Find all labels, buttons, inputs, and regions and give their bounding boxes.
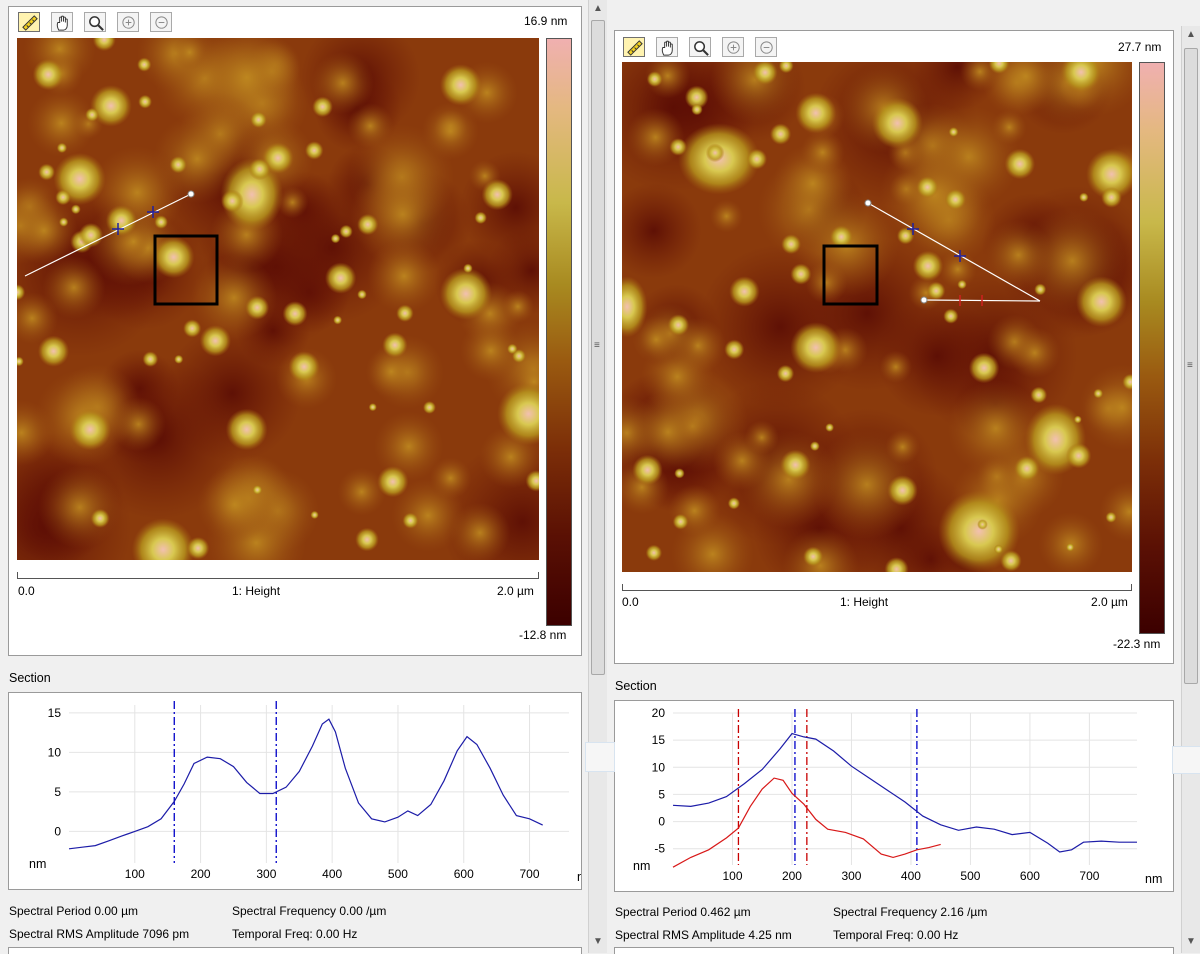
x-tick-label: 200 <box>782 869 802 883</box>
hand-tool-button[interactable] <box>51 12 73 32</box>
left-spectral-period: Spectral Period 0.00 µm <box>9 904 138 918</box>
left-scale-end: 2.0 µm <box>497 584 534 598</box>
x-tick-label: 400 <box>901 869 921 883</box>
zoom-out-tool-button[interactable] <box>755 37 777 57</box>
y-axis-unit-label: nm <box>633 859 650 873</box>
y-tick-label: 20 <box>652 706 666 720</box>
right-scale-end: 2.0 µm <box>1091 595 1128 609</box>
magnifier-tool-button[interactable] <box>689 37 711 57</box>
y-tick-label: 5 <box>54 785 61 799</box>
y-tick-label: 0 <box>658 815 665 829</box>
left-scroll-thumb[interactable] <box>591 20 605 675</box>
left-section-chart: 100 200 300 400 500 600 700 0 5 10 15 nm nm <box>29 701 594 884</box>
ruler-icon <box>627 40 643 56</box>
right-color-scale-bar <box>1139 62 1165 634</box>
right-scroll-thumb[interactable] <box>1184 48 1198 684</box>
scroll-up-arrow-icon[interactable]: ▲ <box>1186 29 1196 40</box>
right-spectral-rms: Spectral RMS Amplitude 4.25 nm <box>615 928 792 942</box>
hand-tool-button[interactable] <box>656 37 678 57</box>
zoom-in-tool-button[interactable] <box>117 12 139 32</box>
x-axis-unit-label: nm <box>1145 872 1162 886</box>
left-scale-start: 0.0 <box>18 584 35 598</box>
y-tick-label: 15 <box>652 733 666 747</box>
right-temporal-freq: Temporal Freq: 0.00 Hz <box>833 928 959 942</box>
x-axis-unit-label: nm <box>577 870 581 884</box>
y-tick-label: 15 <box>48 706 62 720</box>
left-temporal-freq: Temporal Freq: 0.00 Hz <box>232 927 358 941</box>
scroll-grip-icon: ≡ <box>594 340 600 351</box>
left-section-line <box>24 193 192 277</box>
zoom-out-icon <box>760 41 773 54</box>
left-channel-label: 1: Height <box>232 584 281 598</box>
scroll-down-arrow-icon[interactable]: ▼ <box>1186 936 1196 947</box>
left-z-max-label: 16.9 nm <box>524 14 568 28</box>
y-tick-label: -5 <box>654 842 665 856</box>
left-z-min-label: -12.8 nm <box>519 628 567 642</box>
right-selection-box <box>822 244 879 306</box>
y-tick-label: 10 <box>652 760 666 774</box>
ruler-icon <box>22 15 38 31</box>
magnifier-tool-button[interactable] <box>84 12 106 32</box>
x-tick-label: 300 <box>256 867 276 881</box>
zoom-in-tool-button[interactable] <box>722 37 744 57</box>
right-spectral-period: Spectral Period 0.462 µm <box>615 905 751 919</box>
right-section-chart: 100 200 300 400 500 600 700 -5 0 5 10 15 20 nm nm <box>633 706 1162 886</box>
left-bottom-field <box>8 947 582 954</box>
y-tick-label: 10 <box>48 745 62 759</box>
zoom-out-icon <box>155 16 168 29</box>
x-tick-label: 100 <box>125 867 145 881</box>
left-vertical-scrollbar[interactable]: ▲ ≡ ▼ <box>588 0 607 953</box>
right-section-line-1 <box>867 202 1041 302</box>
x-tick-label: 600 <box>454 867 474 881</box>
right-section-label: Section <box>615 679 657 693</box>
hand-icon <box>56 15 68 31</box>
left-spectral-frequency: Spectral Frequency 0.00 /µm <box>232 904 387 918</box>
left-afm-height-image[interactable] <box>17 38 539 560</box>
right-bottom-field <box>614 947 1174 954</box>
y-tick-label: 5 <box>658 787 665 801</box>
right-spectral-frequency: Spectral Frequency 2.16 /µm <box>833 905 988 919</box>
left-selection-box <box>153 234 219 306</box>
x-tick-label: 700 <box>520 867 540 881</box>
profile-series-line <box>672 732 1137 853</box>
x-tick-label: 100 <box>722 869 742 883</box>
left-spectral-rms: Spectral RMS Amplitude 7096 pm <box>9 927 190 941</box>
right-afm-height-image[interactable] <box>622 62 1132 572</box>
y-tick-label: 0 <box>54 824 61 838</box>
x-tick-label: 700 <box>1079 869 1099 883</box>
x-tick-label: 300 <box>841 869 861 883</box>
x-tick-label: 500 <box>388 867 408 881</box>
magnifier-icon <box>89 16 104 31</box>
left-scale-bar <box>17 578 539 579</box>
zoom-in-icon <box>727 41 740 54</box>
x-tick-label: 200 <box>191 867 211 881</box>
left-section-chart-frame: 100 200 300 400 500 600 700 0 5 10 15 nm nm <box>8 692 594 890</box>
scroll-up-arrow-icon[interactable]: ▲ <box>593 3 603 14</box>
right-scale-start: 0.0 <box>622 595 639 609</box>
right-section-chart-frame: 100 200 300 400 500 600 700 -5 0 5 10 15 20 nm nm <box>614 700 1174 892</box>
right-scale-bar <box>622 590 1132 591</box>
x-tick-label: 500 <box>960 869 980 883</box>
ruler-tool-button[interactable] <box>623 37 645 57</box>
scroll-down-arrow-icon[interactable]: ▼ <box>593 936 603 947</box>
profile-series-line <box>68 718 543 850</box>
right-z-min-label: -22.3 nm <box>1113 637 1161 651</box>
right-channel-label: 1: Height <box>840 595 889 609</box>
left-color-scale-bar <box>546 38 572 626</box>
x-tick-label: 400 <box>322 867 342 881</box>
panel-splitter-handle[interactable] <box>585 742 615 772</box>
scroll-grip-icon: ≡ <box>1187 360 1193 371</box>
profile-series-line <box>672 777 941 868</box>
y-axis-unit-label: nm <box>29 857 46 871</box>
zoom-out-tool-button[interactable] <box>150 12 172 32</box>
ruler-tool-button[interactable] <box>18 12 40 32</box>
left-section-label: Section <box>9 671 51 685</box>
right-vertical-scrollbar[interactable]: ▲ ≡ ▼ <box>1181 26 1200 953</box>
panel-splitter-handle-right[interactable] <box>1172 746 1200 774</box>
hand-icon <box>661 40 673 56</box>
right-z-max-label: 27.7 nm <box>1118 40 1162 54</box>
x-tick-label: 600 <box>1020 869 1040 883</box>
zoom-in-icon <box>122 16 135 29</box>
magnifier-icon <box>694 41 709 56</box>
